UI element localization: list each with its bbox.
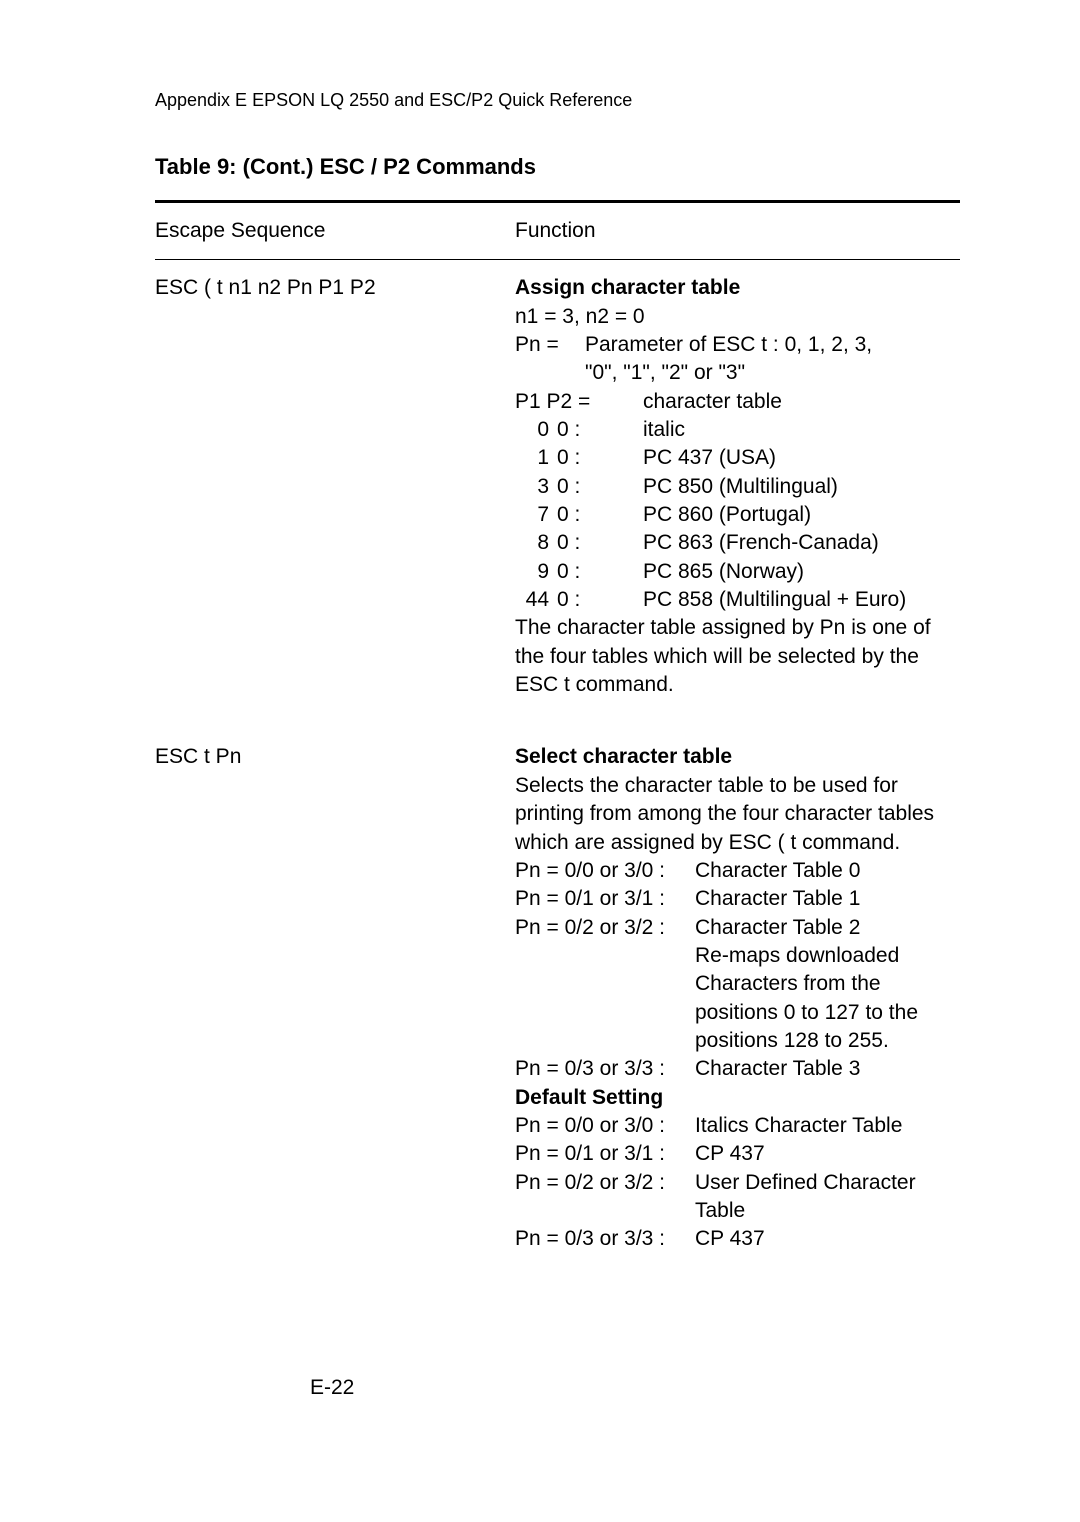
appendix-header: Appendix E EPSON LQ 2550 and ESC/P2 Quic… [155, 88, 960, 112]
pn-left: Pn = 0/0 or 3/0 : [515, 857, 695, 885]
page-number: E-22 [310, 1374, 354, 1402]
col-header-function: Function [515, 217, 960, 245]
ct-col2: 0 : [557, 529, 613, 557]
pn-row: Pn = 0/1 or 3/1 : Character Table 1 [515, 885, 960, 913]
pn-left: Pn = 0/1 or 3/1 : [515, 1140, 695, 1168]
char-table-row: 0 0 : italic [515, 416, 960, 444]
pn-left: Pn = 0/2 or 3/2 : [515, 1169, 695, 1226]
ct-col1: 7 [515, 501, 557, 529]
pn-right-extra: Table [695, 1197, 960, 1225]
ct-col1: 3 [515, 473, 557, 501]
char-table-row: 44 0 : PC 858 (Multilingual + Euro) [515, 586, 960, 614]
fn-desc: Selects the character table to be used f… [515, 772, 960, 857]
function-description: Select character table Selects the chara… [515, 743, 960, 1253]
char-table-row: 3 0 : PC 850 (Multilingual) [515, 473, 960, 501]
pn-right: CP 437 [695, 1140, 960, 1168]
pn-right-extra: Re-maps downloaded Characters from the p… [695, 942, 960, 1055]
pn-left: Pn = 0/2 or 3/2 : [515, 914, 695, 1056]
p1p2-label: P1 P2 = [515, 388, 613, 416]
ct-col3: italic [643, 416, 960, 444]
pn-right: Character Table 0 [695, 857, 960, 885]
ct-col3: PC 863 (French-Canada) [643, 529, 960, 557]
pn-row: Pn = 0/0 or 3/0 : Character Table 0 [515, 857, 960, 885]
pn-left: Pn = 0/3 or 3/3 : [515, 1055, 695, 1083]
ct-col3: PC 437 (USA) [643, 444, 960, 472]
fn-note: The character table assigned by Pn is on… [515, 614, 960, 699]
ct-col1: 8 [515, 529, 557, 557]
fn-line: Pn = Parameter of ESC t : 0, 1, 2, 3, "0… [515, 331, 960, 388]
pn-right: Italics Character Table [695, 1112, 960, 1140]
char-table-row: 7 0 : PC 860 (Portugal) [515, 501, 960, 529]
char-table-row: 8 0 : PC 863 (French-Canada) [515, 529, 960, 557]
ct-col2: 0 : [557, 586, 613, 614]
ct-col1: 9 [515, 558, 557, 586]
pn-text: "0", "1", "2" or "3" [585, 359, 960, 387]
pn-right: User Defined Character [695, 1169, 960, 1197]
table-row: ESC ( t n1 n2 Pn P1 P2 Assign character … [155, 260, 960, 699]
ct-col3: PC 858 (Multilingual + Euro) [643, 586, 960, 614]
ct-col3: PC 850 (Multilingual) [643, 473, 960, 501]
pn-left: Pn = 0/0 or 3/0 : [515, 1112, 695, 1140]
pn-row: Pn = 0/2 or 3/2 : Character Table 2 Re-m… [515, 914, 960, 1056]
pn-right: Character Table 1 [695, 885, 960, 913]
escape-sequence: ESC ( t n1 n2 Pn P1 P2 [155, 274, 515, 699]
p1p2-text: character table [643, 388, 782, 416]
fn-title: Assign character table [515, 274, 960, 302]
ct-col2: 0 : [557, 444, 613, 472]
pn-left: Pn = 0/1 or 3/1 : [515, 885, 695, 913]
fn-line: n1 = 3, n2 = 0 [515, 303, 960, 331]
pn-right: CP 437 [695, 1225, 960, 1253]
escape-sequence: ESC t Pn [155, 743, 515, 1253]
table-title: Table 9: (Cont.) ESC / P2 Commands [155, 152, 960, 182]
ct-col1: 44 [515, 586, 557, 614]
pn-row: Pn = 0/0 or 3/0 : Italics Character Tabl… [515, 1112, 960, 1140]
ct-col1: 1 [515, 444, 557, 472]
pn-text: Parameter of ESC t : 0, 1, 2, 3, [585, 331, 960, 359]
ct-col2: 0 : [557, 416, 613, 444]
pn-row: Pn = 0/3 or 3/3 : Character Table 3 [515, 1055, 960, 1083]
fn-line: P1 P2 = character table [515, 388, 960, 416]
column-header-row: Escape Sequence Function [155, 203, 960, 259]
ct-col3: PC 860 (Portugal) [643, 501, 960, 529]
pn-row: Pn = 0/1 or 3/1 : CP 437 [515, 1140, 960, 1168]
pn-right: Character Table 3 [695, 1055, 960, 1083]
pn-right: Character Table 2 [695, 914, 960, 942]
pn-left: Pn = 0/3 or 3/3 : [515, 1225, 695, 1253]
ct-col2: 0 : [557, 501, 613, 529]
pn-row: Pn = 0/2 or 3/2 : User Defined Character… [515, 1169, 960, 1226]
pn-row: Pn = 0/3 or 3/3 : CP 437 [515, 1225, 960, 1253]
default-setting-title: Default Setting [515, 1084, 960, 1112]
char-table-row: 9 0 : PC 865 (Norway) [515, 558, 960, 586]
pn-label: Pn = [515, 331, 585, 388]
col-header-escape: Escape Sequence [155, 217, 515, 245]
function-description: Assign character table n1 = 3, n2 = 0 Pn… [515, 274, 960, 699]
ct-col2: 0 : [557, 473, 613, 501]
ct-col2: 0 : [557, 558, 613, 586]
table-row: ESC t Pn Select character table Selects … [155, 729, 960, 1253]
ct-col3: PC 865 (Norway) [643, 558, 960, 586]
ct-col1: 0 [515, 416, 557, 444]
char-table-row: 1 0 : PC 437 (USA) [515, 444, 960, 472]
fn-title: Select character table [515, 743, 960, 771]
